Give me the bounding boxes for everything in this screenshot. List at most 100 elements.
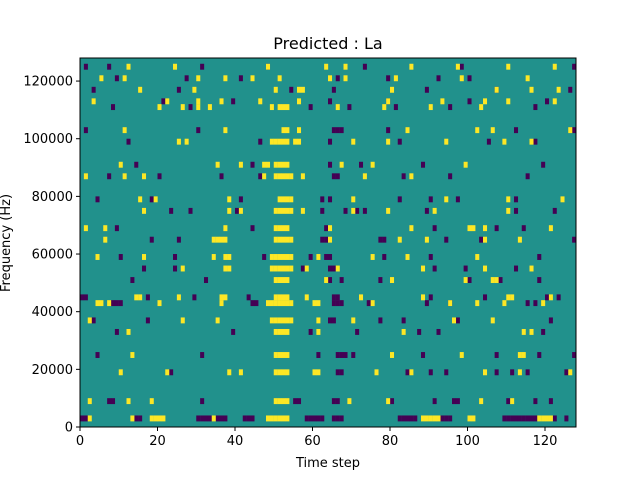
heatmap-cell-high <box>281 352 286 358</box>
heatmap-cell-high <box>281 225 286 232</box>
y-tick-label: 80000 <box>32 190 73 205</box>
heatmap-cell-high <box>87 415 92 422</box>
heatmap-cell-low <box>335 127 340 134</box>
heatmap-cell-high <box>351 196 356 203</box>
heatmap-cell-high <box>300 86 305 93</box>
heatmap-cell-low <box>200 63 205 70</box>
heatmap-cell-high <box>153 415 158 422</box>
heatmap-cell-low <box>157 173 162 180</box>
heatmap-cell-high <box>289 173 294 180</box>
heatmap-cell-low <box>343 207 348 214</box>
heatmap-cell-high <box>281 196 286 203</box>
heatmap-cell-high <box>351 317 356 324</box>
heatmap-cell-low <box>537 352 542 358</box>
heatmap-cell-low <box>328 277 333 284</box>
heatmap-cell-high <box>490 277 495 284</box>
heatmap-cell-high <box>277 294 282 301</box>
heatmap-cell-low <box>382 254 387 260</box>
heatmap-cell-low <box>541 328 546 335</box>
heatmap-cell-low <box>339 277 344 284</box>
heatmap-cell-high <box>548 225 553 232</box>
x-tick-label: 60 <box>304 434 321 449</box>
heatmap-cell-high <box>269 254 274 260</box>
heatmap-cell-low <box>188 207 193 214</box>
heatmap-cell-high <box>452 317 457 324</box>
heatmap-cell-high <box>277 317 282 324</box>
heatmap-cell-high <box>142 254 147 260</box>
heatmap-cell-high <box>510 294 515 301</box>
heatmap-cell-low <box>525 300 530 307</box>
heatmap-cell-high <box>83 225 88 232</box>
heatmap-cell-low <box>455 196 460 203</box>
heatmap-cell-low <box>83 294 88 301</box>
heatmap-cell-high <box>95 254 100 260</box>
heatmap-cell-high <box>277 161 282 168</box>
heatmap-cell-high <box>517 369 522 376</box>
heatmap-cell-high <box>517 236 522 243</box>
x-tick-label: 80 <box>382 434 399 449</box>
heatmap-cell-high <box>153 196 158 203</box>
heatmap-cell-high <box>483 236 488 243</box>
heatmap-cell-high <box>289 254 294 260</box>
heatmap-cell-high <box>277 196 282 203</box>
heatmap-cell-low <box>436 328 441 335</box>
heatmap-cell-high <box>285 225 290 232</box>
heatmap-cell-low <box>204 277 209 284</box>
heatmap-cell-low <box>331 294 336 301</box>
heatmap-cell-high <box>219 300 224 307</box>
heatmap-cell-high <box>176 138 181 145</box>
heatmap-cell-high <box>359 294 364 301</box>
heatmap-cell-low <box>176 236 181 243</box>
heatmap-cell-high <box>304 265 309 272</box>
heatmap-cell-low <box>362 207 367 214</box>
heatmap-cell-low <box>552 415 557 422</box>
heatmap-cell-high <box>335 265 340 272</box>
heatmap-cell-high <box>285 236 290 243</box>
heatmap-cell-low <box>111 104 116 111</box>
heatmap-cell-low <box>428 196 433 203</box>
heatmap-cell-low <box>297 398 302 405</box>
heatmap-cell-low <box>324 225 329 232</box>
heatmap-cell-high <box>444 196 449 203</box>
heatmap-cell-high <box>192 86 197 93</box>
heatmap-cell-low <box>556 294 561 301</box>
heatmap-cell-low <box>207 415 212 422</box>
heatmap-cell-high <box>483 225 488 232</box>
heatmap-cell-high <box>428 104 433 111</box>
heatmap-cell-low <box>246 294 251 301</box>
heatmap-cell-high <box>157 415 162 422</box>
heatmap-cell-high <box>258 98 263 105</box>
heatmap-cell-low <box>320 196 325 203</box>
heatmap-cell-high <box>459 352 464 358</box>
heatmap-cell-low <box>494 225 499 232</box>
heatmap-cell-high <box>262 173 267 180</box>
heatmap-cell-high <box>281 161 286 168</box>
heatmap-cell-high <box>273 265 278 272</box>
heatmap-cell-low <box>138 415 143 422</box>
heatmap-cell-low <box>192 294 197 301</box>
heatmap-cell-low <box>397 196 402 203</box>
heatmap-cell-low <box>308 328 313 335</box>
heatmap-cell-low <box>328 317 333 324</box>
y-tick-label: 120000 <box>23 75 73 90</box>
heatmap-cell-high <box>277 236 282 243</box>
heatmap-cell-low <box>289 86 294 93</box>
heatmap-cell-low <box>510 369 515 376</box>
heatmap-cell-low <box>502 415 507 422</box>
heatmap-cell-high <box>475 127 480 134</box>
heatmap-cell-low <box>397 138 402 145</box>
heatmap-cell-low <box>169 369 174 376</box>
heatmap-cell-high <box>223 254 228 260</box>
heatmap-cell-low <box>506 398 511 405</box>
y-tick-label: 40000 <box>32 305 73 320</box>
heatmap-cell-high <box>285 369 290 376</box>
heatmap-cell-high <box>273 294 278 301</box>
heatmap-cell-low <box>548 317 553 324</box>
heatmap-cell-low <box>328 265 333 272</box>
heatmap-cell-high <box>196 104 201 111</box>
heatmap-cell-low <box>324 254 329 260</box>
heatmap-cell-high <box>285 294 290 301</box>
heatmap-cell-high <box>525 75 530 82</box>
heatmap-cell-high <box>180 265 185 272</box>
